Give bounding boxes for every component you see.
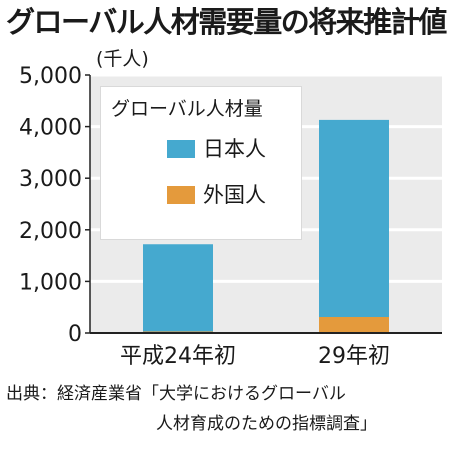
y-tick-label: 5,000: [19, 64, 82, 89]
legend-item-foreign: 外国人: [101, 181, 301, 209]
y-axis-unit-label: (千人): [96, 48, 149, 70]
legend-item-japanese: 日本人: [101, 135, 301, 163]
bar-foreign-1: [319, 317, 389, 333]
y-tick-label: 2,000: [19, 219, 82, 244]
legend-swatch-japanese: [167, 140, 195, 158]
source-note: 出典：経済産業省「大学におけるグローバル 人材育成のための指標調査」: [6, 379, 446, 439]
source-line-1: 出典：経済産業省「大学におけるグローバル: [6, 384, 346, 404]
x-tick-label: 平成24年初: [120, 344, 236, 369]
legend-label-japanese: 日本人: [203, 137, 266, 161]
bar-japanese-0: [143, 244, 213, 332]
bar-japanese-1: [319, 119, 389, 318]
legend-title: グローバル人材量: [111, 98, 263, 120]
y-tick-label: 3,000: [19, 167, 82, 192]
chart-title: グローバル人材需要量の将来推計値: [6, 5, 447, 39]
source-line-2: 人材育成のための指標調査」: [156, 414, 377, 434]
legend-label-foreign: 外国人: [203, 183, 266, 207]
y-tick-label: 4,000: [19, 116, 82, 141]
y-tick-label: 1,000: [19, 270, 82, 295]
y-tick-label: 0: [68, 322, 82, 347]
legend-swatch-foreign: [167, 186, 195, 204]
x-tick-label: 29年初: [318, 344, 390, 369]
legend: グローバル人材量 日本人 外国人: [100, 86, 302, 240]
